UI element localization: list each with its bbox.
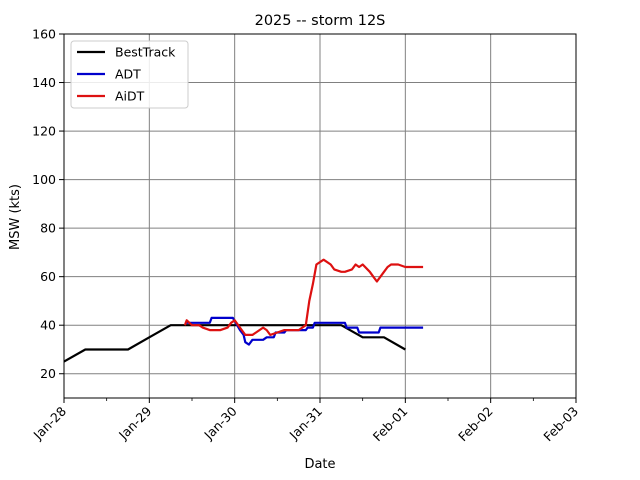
y-axis: 20 40 60 80 100 120 140 160	[32, 27, 64, 381]
legend-box	[70, 40, 189, 109]
series-line-aidt	[183, 258, 424, 336]
chart-title: 2025 -- storm 12S	[255, 13, 386, 29]
y-tick-label: 60	[40, 269, 56, 284]
y-tick-label: 20	[40, 366, 56, 381]
y-tick-label: 40	[40, 318, 56, 333]
legend: BestTrack ADT AiDT	[70, 40, 189, 109]
grid-lines	[63, 34, 577, 398]
y-tick-label: 80	[40, 221, 56, 236]
legend-label: BestTrack	[115, 45, 176, 60]
series-layer	[63, 258, 424, 363]
series-line-besttrack	[63, 324, 406, 363]
legend-label: ADT	[115, 67, 141, 82]
y-tick-label: 100	[32, 172, 56, 187]
x-axis-label: Date	[304, 457, 335, 472]
y-tick-label: 140	[32, 75, 56, 90]
y-axis-label: MSW (kts)	[8, 184, 23, 250]
y-tick-label: 120	[32, 124, 56, 139]
y-tick-label: 160	[32, 27, 56, 42]
legend-label: AiDT	[115, 89, 145, 104]
